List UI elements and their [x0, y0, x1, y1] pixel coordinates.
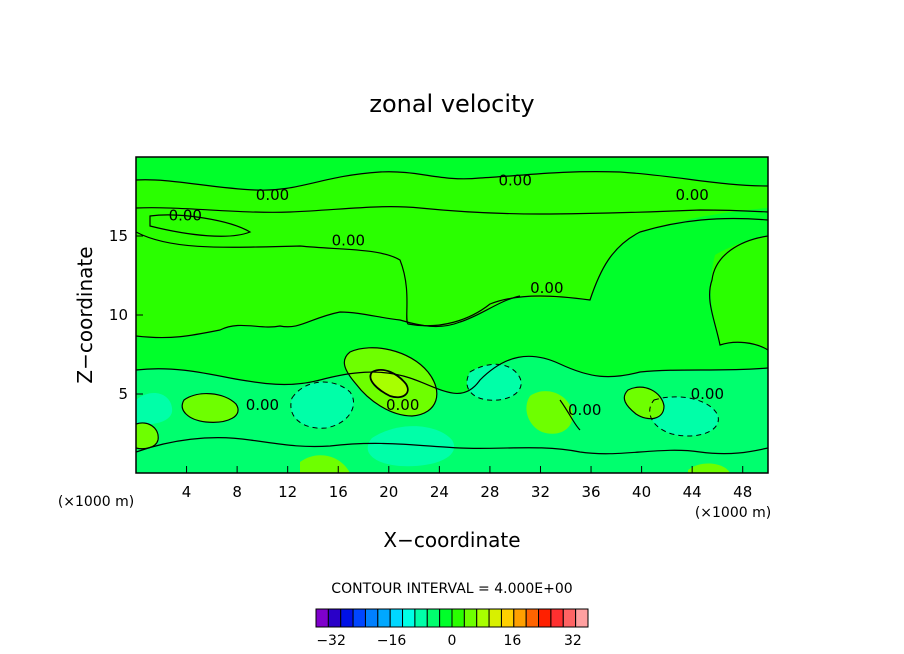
colorbar-swatch: [550, 608, 564, 628]
contour-label: 0.00: [256, 186, 289, 204]
contour-line-left-cell: [181, 393, 239, 423]
colorbar-swatch: [488, 608, 502, 628]
contour-label: 0.00: [386, 396, 419, 414]
contour-line-pos-core: [369, 369, 409, 399]
colorbar-swatch: [414, 608, 428, 628]
colorbar-swatch: [525, 608, 540, 628]
contour-line-pos-cell: [343, 347, 438, 417]
colorbar: [315, 608, 589, 628]
x-tick-label: 12: [278, 483, 297, 501]
colorbar-swatch: [575, 608, 589, 628]
colorbar-swatch: [476, 608, 490, 628]
x-axis-scale-note-left: (×1000 m): [58, 494, 134, 510]
x-tick-label: 4: [182, 483, 192, 501]
colorbar-swatch: [463, 608, 478, 628]
x-tick-label: 16: [329, 483, 348, 501]
contour-line-zero-right-hook: [709, 235, 768, 351]
field-region-neg-strong-4: [649, 396, 719, 436]
colorbar-tick-label: −16: [377, 633, 407, 649]
contour-line-negative-dashed-3: [466, 363, 522, 401]
field-region-right: [710, 236, 768, 350]
contour-line-negative-dashed-2: [649, 396, 719, 437]
colorbar-swatch: [513, 608, 527, 628]
contour-labels: 0.00 0.00 0.00 0.00 0.00 0.00 0.00 0.00 0.00 0.00: [169, 172, 724, 419]
y-tick-label: 10: [109, 306, 128, 324]
contour-label: 0.00: [568, 401, 601, 419]
field-region-pos-2: [182, 393, 239, 423]
field-region-pos-4: [624, 387, 664, 419]
y-axis-label: Z−coordinate: [73, 246, 97, 383]
x-tick-label: 48: [733, 483, 752, 501]
colorbar-swatch: [402, 608, 416, 628]
contour-interval-text: CONTOUR INTERVAL = 4.000E+00: [331, 581, 572, 597]
x-tick-label: 32: [531, 483, 550, 501]
colorbar-swatch: [315, 608, 329, 628]
y-axis-ticks: 5 10 15: [109, 227, 143, 403]
contour-line-zero-left-lobe: [149, 214, 252, 237]
x-tick-label: 36: [581, 483, 600, 501]
y-tick-label: 15: [109, 227, 128, 245]
chart-title: zonal velocity: [369, 90, 534, 118]
colorbar-swatch: [327, 608, 342, 628]
colorbar-swatch: [377, 608, 391, 628]
colorbar-swatch: [340, 608, 354, 628]
colorbar-swatch: [439, 608, 453, 628]
contour-label: 0.00: [530, 279, 563, 297]
contour-line-zero-upper: [136, 206, 768, 215]
field-region-pos-5: [300, 455, 350, 473]
contour-label: 0.00: [169, 206, 202, 224]
colorbar-tick-label: −32: [316, 633, 346, 649]
colorbar-swatch: [500, 608, 515, 628]
field-region-pos-6: [688, 463, 730, 473]
colorbar-swatch: [364, 608, 379, 628]
field-region-neg-strong-5: [136, 393, 173, 425]
contour-line-zero-mid-left: [136, 355, 768, 395]
x-tick-label: 44: [683, 483, 702, 501]
x-axis-ticks: 4 8 12 16 20 24 28 32 36 40 44 48: [182, 466, 752, 501]
contour-label: 0.00: [246, 396, 279, 414]
colorbar-tick-labels: −32 −16 0 16 32: [316, 633, 581, 649]
x-axis-label: X−coordinate: [383, 528, 520, 552]
colorbar-swatch: [538, 608, 552, 628]
contour-line-negative-dashed: [290, 381, 355, 429]
field-region-lower-neg: [136, 356, 768, 473]
contour-lines: [136, 171, 768, 455]
field-region-neg-strong-1: [290, 381, 354, 429]
x-tick-label: 8: [232, 483, 242, 501]
x-tick-label: 24: [430, 483, 449, 501]
contour-line-zero-low: [136, 295, 521, 339]
contour-field: [136, 157, 768, 473]
colorbar-tick-label: 16: [504, 633, 522, 649]
contour-line-zero-mid: [136, 217, 768, 327]
contour-label: 0.00: [498, 172, 531, 190]
x-axis-scale-note-right: (×1000 m): [695, 505, 771, 521]
colorbar-swatch: [352, 608, 366, 628]
field-region-pos-7: [136, 422, 159, 449]
colorbar-swatch: [562, 608, 577, 628]
contour-label: 0.00: [691, 385, 724, 403]
x-tick-label: 20: [379, 483, 398, 501]
contour-line-stem: [559, 399, 581, 431]
colorbar-swatch: [451, 608, 465, 628]
colorbar-tick-label: 32: [564, 633, 582, 649]
contour-line-right-cell: [623, 386, 665, 420]
x-tick-label: 40: [632, 483, 651, 501]
colorbar-swatch: [426, 608, 441, 628]
colorbar-tick-label: 0: [448, 633, 457, 649]
colorbar-swatch: [389, 608, 404, 628]
contour-line-left-edge: [136, 422, 159, 450]
x-tick-label: 28: [480, 483, 499, 501]
contour-label: 0.00: [675, 186, 708, 204]
contour-line-bottom: [136, 437, 768, 455]
contour-label: 0.00: [332, 232, 365, 250]
field-region-neg-strong-3: [466, 364, 522, 401]
y-tick-label: 5: [118, 385, 128, 403]
field-region-neg-strong-2: [367, 426, 455, 467]
contour-line-zero-top: [136, 171, 768, 191]
